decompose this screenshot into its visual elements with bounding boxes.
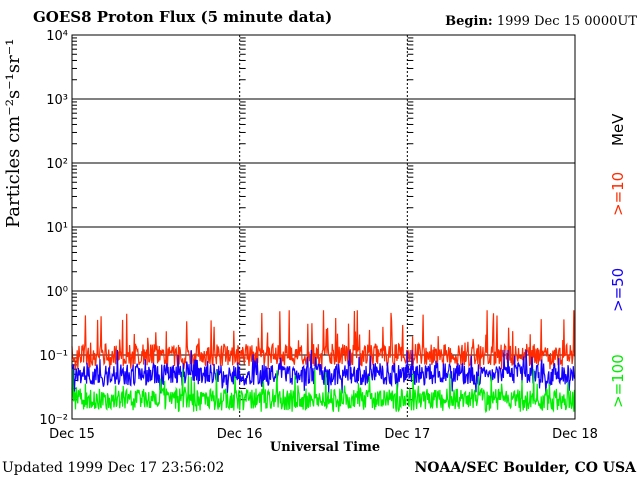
x-tick-label: Dec 18: [552, 427, 598, 442]
begin-value: 1999 Dec 15 0000UT: [496, 14, 637, 29]
y-tick-label: 10¹: [46, 221, 68, 236]
plot-frame: [71, 34, 576, 420]
begin-label: Begin:: [445, 14, 493, 29]
legend-ge50: >=50: [609, 267, 627, 312]
x-tick-label: Dec 16: [217, 427, 263, 442]
y-tick-label: 10⁴: [46, 29, 68, 44]
credit-text: NOAA/SEC Boulder, CO USA: [414, 460, 637, 476]
legend-unit: MeV: [609, 113, 627, 146]
y-tick-label: 10⁻²: [39, 413, 68, 428]
begin-time: Begin: 1999 Dec 15 0000UT: [445, 14, 637, 29]
legend-ge10: >=10: [609, 171, 627, 216]
x-tick-label: Dec 17: [384, 427, 430, 442]
y-tick-label: 10⁰: [46, 285, 68, 300]
y-tick-label: 10⁻¹: [39, 349, 68, 364]
legend-ge100: >=100: [609, 354, 627, 408]
series-line-2: [71, 369, 575, 414]
updated-timestamp: Updated 1999 Dec 17 23:56:02: [2, 460, 225, 476]
y-tick-label: 10³: [46, 93, 68, 108]
series-line-0: [71, 310, 575, 370]
x-tick-label: Dec 15: [49, 427, 95, 442]
x-axis-title: Universal Time: [269, 440, 381, 455]
y-tick-label: 10²: [46, 157, 68, 172]
chart-title: GOES8 Proton Flux (5 minute data): [33, 8, 333, 26]
